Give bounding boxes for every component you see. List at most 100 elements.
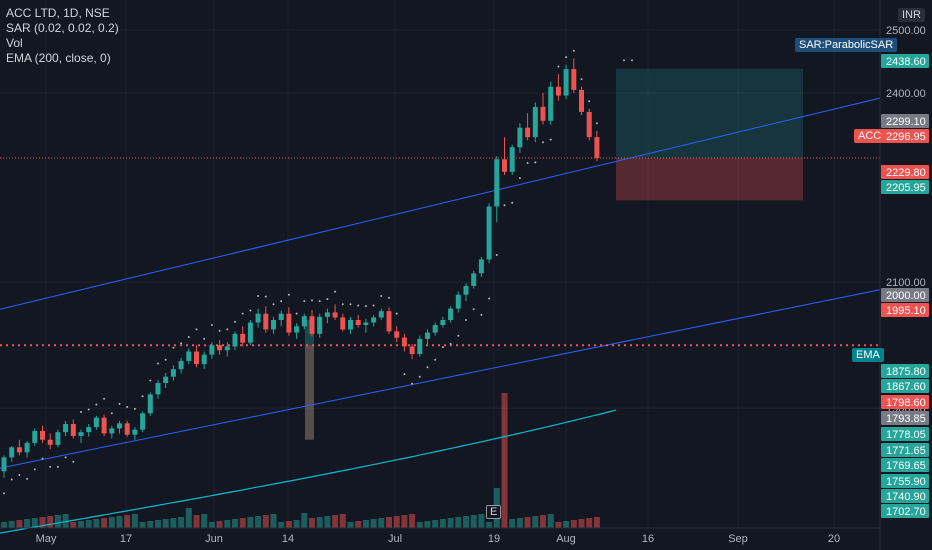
sar-dot xyxy=(226,328,229,331)
candle-body xyxy=(1,457,7,472)
sar-dot xyxy=(334,290,337,293)
x-tick-label: 16 xyxy=(642,533,654,545)
x-tick-label: Aug xyxy=(556,533,576,545)
x-tick-label: Jun xyxy=(205,533,223,545)
candle-body xyxy=(294,326,300,333)
volume-bar xyxy=(370,519,377,528)
x-tick-label: Jul xyxy=(388,533,402,545)
candle-body xyxy=(117,423,122,429)
candle-body xyxy=(147,394,153,414)
price-tag-box xyxy=(881,395,929,409)
sar-dot xyxy=(565,56,568,59)
x-tick-label: 17 xyxy=(120,533,132,545)
sar-dot xyxy=(480,313,483,316)
volume-bar xyxy=(155,520,161,528)
sar-dot xyxy=(449,342,452,345)
sar-dot xyxy=(372,304,375,307)
sar-dot xyxy=(95,403,98,406)
channel-lower-line xyxy=(0,289,881,469)
volume-bar xyxy=(78,521,84,528)
candle-body xyxy=(70,423,76,436)
candle-body xyxy=(124,423,130,435)
x-tick-label: 19 xyxy=(488,533,500,545)
candle-body xyxy=(432,325,438,333)
volume-bar xyxy=(170,518,177,528)
sar-dot xyxy=(588,100,591,103)
candle-body xyxy=(409,346,415,355)
candle-body xyxy=(525,127,531,138)
candle-body xyxy=(109,428,115,434)
volume-bar xyxy=(532,516,539,528)
candle-body xyxy=(555,86,561,96)
volume-bar xyxy=(316,517,323,528)
legend-symbol[interactable]: ACC LTD, 1D, NSE xyxy=(6,6,110,20)
price-tag-box xyxy=(881,489,929,503)
sar-dot xyxy=(380,295,383,298)
sar-dot xyxy=(234,320,236,323)
loss-zone xyxy=(616,157,803,201)
acc-tag: ACC xyxy=(854,129,886,143)
sar-dot xyxy=(534,161,537,164)
price-axis: 2500.002400.002100.001900.002438.602299.… xyxy=(879,0,929,550)
candle-body xyxy=(240,333,246,343)
sar-dot xyxy=(495,254,498,257)
price-tag-label: 1771.65 xyxy=(886,445,926,457)
sar-dot xyxy=(180,342,183,345)
earnings-marker[interactable]: E xyxy=(486,505,502,519)
overlays xyxy=(0,97,881,534)
volume-bar xyxy=(355,521,362,528)
volume-bar xyxy=(101,518,108,528)
volume-bar xyxy=(255,516,262,528)
volume-bar xyxy=(208,522,215,528)
legend-vol[interactable]: Vol xyxy=(6,36,23,50)
volume-bar xyxy=(47,516,54,528)
candle-body xyxy=(63,423,69,433)
sar-dot xyxy=(172,346,175,349)
channel-upper-line xyxy=(0,97,881,310)
sar-dot xyxy=(41,457,44,460)
candle-body xyxy=(586,111,592,138)
volume-bar xyxy=(347,522,354,528)
candle-body xyxy=(209,345,215,355)
candle-body xyxy=(247,322,253,343)
sar-dot xyxy=(349,303,352,306)
candle-body xyxy=(486,206,492,260)
candle-body xyxy=(55,432,61,445)
volume-bar xyxy=(501,393,508,528)
volume-bar xyxy=(432,520,439,528)
sar-dot xyxy=(303,300,306,303)
highlight-up xyxy=(305,319,314,440)
sar-dot xyxy=(441,346,444,349)
volume-bar xyxy=(593,517,600,528)
price-tag-label: 1793.85 xyxy=(886,413,926,425)
legend-sar[interactable]: SAR (0.02, 0.02, 0.2) xyxy=(6,21,119,35)
legend-ema[interactable]: EMA (200, close, 0) xyxy=(6,51,111,65)
sar-dot xyxy=(195,328,198,331)
sar-dot xyxy=(488,297,491,300)
candle-body xyxy=(9,447,15,458)
volume-bar xyxy=(409,514,416,528)
sar-dot xyxy=(10,478,13,481)
sar-dot xyxy=(64,456,67,459)
volume-bar xyxy=(524,517,531,528)
price-tag-box xyxy=(881,303,929,317)
price-tag-box xyxy=(881,474,929,488)
sar-dot xyxy=(287,293,290,296)
sar-dot xyxy=(203,337,206,340)
candle-body xyxy=(286,313,292,333)
currency-label: INR xyxy=(898,8,925,22)
sar-dot xyxy=(326,298,329,301)
volume-bar xyxy=(124,515,131,528)
volume-bar xyxy=(324,516,331,528)
sar-dot xyxy=(411,382,414,385)
volume-bar xyxy=(401,515,408,528)
chart-legend: ACC LTD, 1D, NSE SAR (0.02, 0.02, 0.2) V… xyxy=(6,6,119,66)
price-tag-label: 2438.60 xyxy=(886,56,926,68)
volume-bar xyxy=(201,514,208,528)
volume-bar xyxy=(16,520,23,528)
sar-dot xyxy=(418,375,421,378)
candle-body xyxy=(394,331,400,338)
candle-body xyxy=(224,346,230,351)
candle-body xyxy=(440,319,446,326)
